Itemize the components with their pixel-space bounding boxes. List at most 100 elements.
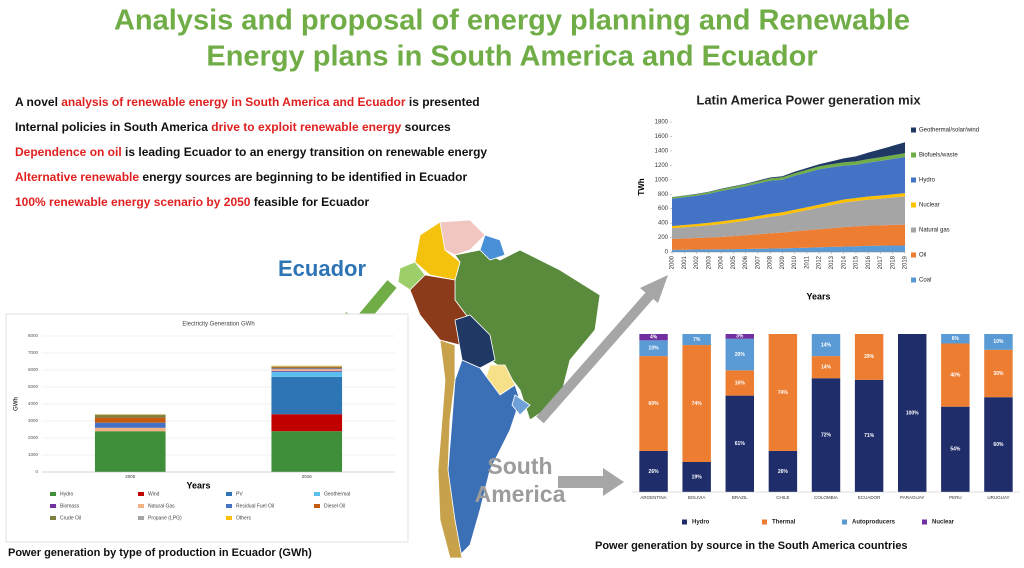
- bullet-segment: Dependence on oil: [15, 145, 122, 159]
- value-label: 54%: [950, 447, 961, 453]
- x-tick-label: 2005: [731, 255, 737, 269]
- legend-label: PV: [236, 491, 243, 497]
- map-region: [479, 234, 506, 261]
- y-tick-label: 6000: [28, 367, 39, 372]
- x-tick-label: 2000: [670, 255, 676, 269]
- bar-segment: [271, 431, 343, 472]
- value-label: 10%: [993, 339, 1004, 345]
- value-label: 7%: [693, 337, 701, 343]
- legend-swatch: [226, 492, 232, 496]
- legend-swatch: [911, 152, 916, 158]
- bullet-segment: analysis of renewable energy in South Am…: [61, 95, 406, 109]
- x-tick-label: ARGENTINA: [640, 495, 666, 500]
- legend-label: Hydro: [60, 491, 74, 497]
- map-label: America: [475, 481, 566, 507]
- bar-segment: [94, 422, 166, 428]
- bullet-segment: energy sources are beginning to be ident…: [139, 170, 467, 184]
- legend-swatch: [50, 516, 56, 520]
- legend-label: Crude Oil: [60, 515, 81, 521]
- legend-swatch: [842, 519, 847, 525]
- bar-segment: [984, 334, 1013, 350]
- value-label: 60%: [649, 401, 660, 407]
- y-tick-label: 2000: [28, 435, 39, 440]
- legend-swatch: [314, 492, 320, 496]
- bullet-segment: drive to exploit renewable energy: [211, 120, 401, 134]
- legend-swatch: [682, 519, 687, 525]
- chart-title: Electricity Generation GWh: [182, 322, 254, 328]
- value-label: 14%: [821, 365, 832, 371]
- value-label: 61%: [735, 441, 746, 447]
- x-tick-label: URUGUAY: [987, 495, 1009, 500]
- bar-segment: [94, 414, 166, 416]
- x-tick-label: 2013: [829, 255, 835, 269]
- legend-label: Biomass: [60, 503, 80, 509]
- bullet-segment: Internal policies in South America: [15, 120, 211, 134]
- x-tick-label: 2014: [841, 255, 847, 269]
- title-line: Energy plans in South America and Ecuado…: [206, 41, 817, 73]
- x-axis-label: Years: [186, 480, 210, 490]
- y-axis-label: TWh: [637, 178, 646, 195]
- arrow-head: [603, 468, 624, 496]
- x-tick-label: 2016: [302, 474, 313, 479]
- area: [672, 245, 905, 252]
- value-label: 71%: [864, 433, 875, 439]
- title-line: Analysis and proposal of energy planning…: [114, 5, 910, 37]
- y-tick-label: 7000: [28, 350, 39, 355]
- x-tick-label: 2003: [706, 255, 712, 269]
- y-tick-label: 8000: [28, 333, 39, 338]
- value-label: 60%: [993, 442, 1004, 448]
- bar-segment: [811, 378, 841, 492]
- bar-segment: [639, 450, 668, 492]
- legend-label: Nuclear: [932, 520, 955, 526]
- bar-segment: [725, 370, 755, 396]
- bar-segment: [725, 395, 755, 492]
- value-label: 100%: [906, 410, 919, 416]
- legend-swatch: [911, 252, 916, 258]
- x-tick-label: 2008: [768, 255, 774, 269]
- y-tick-label: 200: [658, 235, 669, 241]
- x-tick-label: 2018: [890, 255, 896, 269]
- value-label: 74%: [778, 390, 789, 396]
- x-axis-label: Years: [806, 291, 830, 301]
- legend-label: Diesel Oil: [324, 503, 345, 509]
- x-tick-label: BOLIVIA: [688, 495, 706, 500]
- map-region: [511, 394, 531, 416]
- bullet-segment: 100% renewable energy scenario by 2050: [15, 195, 251, 209]
- bar-segment: [768, 334, 798, 451]
- legend-swatch: [226, 504, 232, 508]
- bar-segment: [682, 461, 711, 492]
- legend-label: Natural Gas: [148, 503, 175, 509]
- y-tick-label: 5000: [28, 384, 39, 389]
- arrow-shaft: [536, 291, 654, 424]
- x-tick-label: 2016: [866, 255, 872, 269]
- map-label: South: [487, 453, 552, 479]
- legend-label: Residual Fuel Oil: [236, 503, 274, 509]
- bar-segment: [811, 356, 841, 379]
- bar-segment: [854, 334, 884, 380]
- legend-label: Thermal: [772, 520, 796, 526]
- value-label: 16%: [735, 380, 746, 386]
- value-label: 10%: [649, 346, 660, 352]
- legend-label: Natural gas: [919, 228, 950, 234]
- value-label: 74%: [692, 401, 703, 407]
- legend-swatch: [911, 277, 916, 283]
- bar-segment: [94, 431, 166, 472]
- y-tick-label: 3000: [28, 418, 39, 423]
- map-region: [437, 339, 463, 559]
- x-tick-label: 2000: [125, 474, 136, 479]
- bar-segment: [854, 379, 884, 492]
- bar-segment: [94, 415, 166, 418]
- legend-label: Oil: [919, 253, 926, 259]
- x-tick-label: 2002: [694, 255, 700, 269]
- x-tick-label: 2006: [743, 255, 749, 269]
- area: [672, 196, 905, 239]
- y-tick-label: 1400: [655, 148, 669, 154]
- value-label: 4%: [650, 334, 658, 340]
- legend-swatch: [911, 177, 916, 183]
- area: [672, 193, 905, 229]
- value-label: 20%: [735, 352, 746, 358]
- bar-segment: [639, 356, 668, 451]
- y-tick-label: 4000: [28, 401, 39, 406]
